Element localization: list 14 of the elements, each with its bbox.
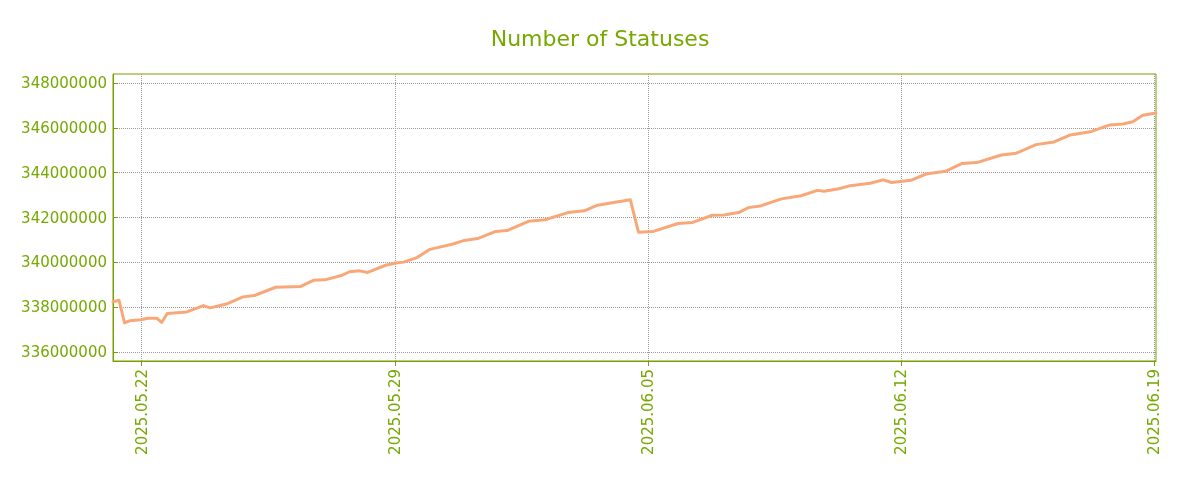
y-tick-label: 348000000 [21, 73, 107, 92]
y-tick-label: 338000000 [21, 298, 107, 317]
chart-title: Number of Statuses [490, 25, 710, 51]
line-series [111, 111, 1158, 325]
y-tick-label: 342000000 [21, 208, 107, 227]
x-tick-label: 2025.05.29 [385, 369, 404, 455]
x-tick-label: 2025.06.19 [1145, 369, 1164, 455]
x-tick-label: 2025.05.22 [132, 369, 151, 455]
y-tick-label: 344000000 [21, 163, 107, 182]
x-tick-label: 2025.06.12 [892, 369, 911, 455]
y-tick-label: 346000000 [21, 118, 107, 137]
y-tick-label: 336000000 [21, 343, 107, 362]
y-tick-label: 340000000 [21, 253, 107, 272]
x-tick-label: 2025.06.05 [639, 369, 658, 455]
